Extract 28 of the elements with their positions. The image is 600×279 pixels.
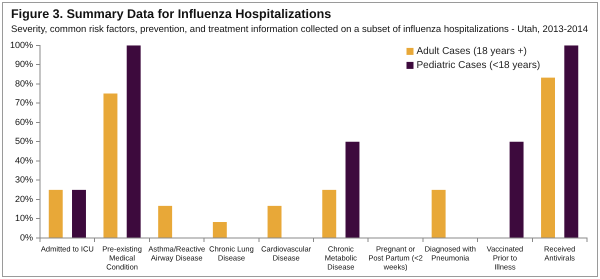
chart-title: Figure 3. Summary Data for Influenza Hospitalizations [11, 7, 332, 21]
bar [103, 94, 118, 238]
bar [510, 142, 524, 238]
y-tick-label: 40% [15, 155, 34, 166]
bar [346, 142, 360, 238]
chart-subtitle: Severity, common risk factors, prevention, and treatment information collected on a subset of influenza hospitalizations - Utah, 2013-2014 [11, 24, 588, 35]
legend-label: Adult Cases (18 years +) [416, 46, 527, 58]
y-tick-label: 100% [10, 40, 34, 50]
y-tick-label: 20% [15, 194, 34, 204]
bar [268, 206, 282, 238]
y-tick-label: 90% [15, 59, 34, 70]
bar [432, 190, 446, 238]
y-tick-label: 50% [15, 136, 34, 146]
bar [48, 190, 63, 238]
y-tick-label: 80% [15, 78, 34, 88]
bar [212, 222, 227, 238]
bar [126, 45, 141, 238]
bar [322, 190, 336, 238]
bar [72, 190, 86, 238]
y-tick-label: 60% [15, 116, 34, 127]
bar [158, 206, 172, 238]
y-tick-label: 70% [15, 98, 34, 108]
y-tick-label: 0% [20, 232, 34, 242]
y-tick-label: 10% [15, 213, 34, 224]
bar [541, 78, 555, 238]
legend-label: Pediatric Cases (<18 years) [416, 60, 540, 72]
bar [564, 45, 578, 238]
y-tick-label: 30% [15, 174, 34, 185]
